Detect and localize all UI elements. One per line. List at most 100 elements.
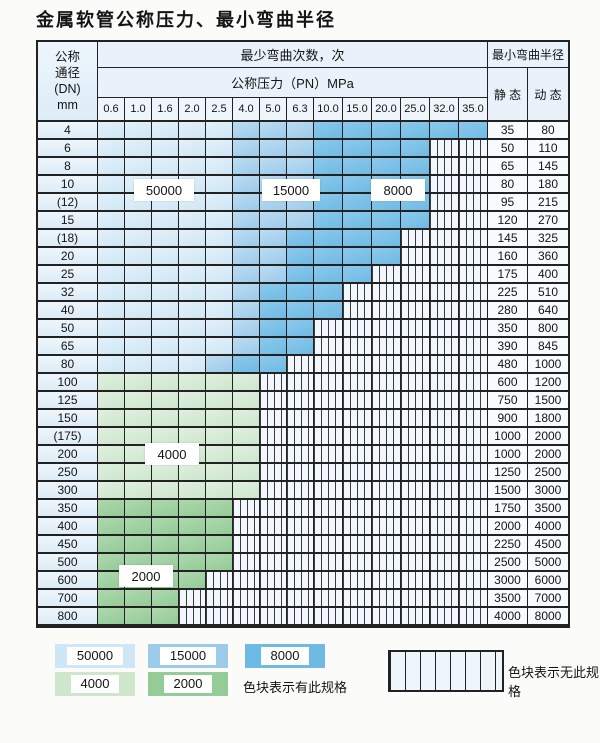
table-row: 15 120 270 (38, 212, 568, 230)
no-spec-cell (372, 410, 401, 428)
dynamic-radius-cell: 6000 (528, 572, 568, 590)
no-spec-cell (401, 608, 430, 626)
no-spec-cell (401, 266, 430, 284)
no-spec-cell (260, 536, 287, 554)
pressure-numbers: 0.6 1.0 1.6 2.0 2.5 4.0 5.0 6.3 10.0 15.0 20.0 25.0… (98, 98, 488, 122)
legend-swatch-50000: 50000 (55, 644, 135, 668)
no-spec-cell (314, 608, 343, 626)
no-spec-cell (343, 590, 372, 608)
spec-cell (206, 536, 233, 554)
zone-label-50000: 50000 (134, 179, 194, 201)
spec-cell (206, 428, 233, 446)
zone-label-2000: 2000 (119, 565, 173, 587)
dynamic-radius-cell: 400 (528, 266, 568, 284)
spec-cell (206, 482, 233, 500)
spec-cell (98, 590, 125, 608)
spec-cell (152, 284, 179, 302)
spec-cell (98, 482, 125, 500)
spec-cell (179, 284, 206, 302)
dynamic-radius-cell: 1000 (528, 356, 568, 374)
no-spec-cell (372, 302, 401, 320)
dynamic-radius-cell: 8000 (528, 608, 568, 626)
no-spec-cell (459, 590, 488, 608)
static-radius-cell: 2250 (488, 536, 528, 554)
spec-cell (260, 158, 287, 176)
spec-cell (152, 608, 179, 626)
spec-cell (343, 194, 372, 212)
dynamic-radius-cell: 215 (528, 194, 568, 212)
spec-cell (152, 122, 179, 140)
spec-cell (287, 302, 314, 320)
spec-cell (401, 212, 430, 230)
spec-cell (179, 320, 206, 338)
dn-cell: 300 (38, 482, 98, 500)
no-spec-cell (260, 446, 287, 464)
spec-cell (287, 230, 314, 248)
dn-cell: 600 (38, 572, 98, 590)
no-spec-cell (287, 500, 314, 518)
pressure-header: 公称压力（PN）MPa (98, 68, 488, 98)
spec-cell (98, 464, 125, 482)
dn-cell: 250 (38, 464, 98, 482)
spec-cell (98, 338, 125, 356)
spec-cell (260, 302, 287, 320)
no-spec-cell (430, 320, 459, 338)
dn-cell: 200 (38, 446, 98, 464)
dn-cell: (18) (38, 230, 98, 248)
dn-cell: 15 (38, 212, 98, 230)
pressure-value-header: 25.0 (401, 98, 430, 122)
spec-cell (233, 194, 260, 212)
table-row: 400 2000 4000 (38, 518, 568, 536)
no-spec-cell (459, 140, 488, 158)
spec-cell (206, 410, 233, 428)
spec-cell (125, 428, 152, 446)
no-spec-cell (430, 608, 459, 626)
no-spec-cell (430, 356, 459, 374)
spec-cell (179, 536, 206, 554)
no-spec-cell (287, 392, 314, 410)
spec-cell (125, 266, 152, 284)
no-spec-cell (343, 518, 372, 536)
spec-cell (314, 194, 343, 212)
spec-cell (372, 158, 401, 176)
spec-cell (98, 212, 125, 230)
spec-cell (287, 266, 314, 284)
no-spec-cell (430, 158, 459, 176)
spec-cell (314, 212, 343, 230)
spec-cell (206, 266, 233, 284)
dynamic-radius-cell: 180 (528, 176, 568, 194)
spec-cell (125, 158, 152, 176)
spec-cell (287, 248, 314, 266)
static-radius-cell: 4000 (488, 608, 528, 626)
spec-cell (343, 230, 372, 248)
no-spec-cell (459, 194, 488, 212)
no-spec-cell (401, 536, 430, 554)
no-spec-cell (343, 356, 372, 374)
spec-cell (125, 590, 152, 608)
spec-cell (206, 230, 233, 248)
spec-cell (125, 410, 152, 428)
spec-cell (98, 158, 125, 176)
spec-cell (287, 212, 314, 230)
pressure-value-header: 20.0 (372, 98, 401, 122)
no-spec-cell (314, 572, 343, 590)
spec-cell (179, 302, 206, 320)
spec-cell (314, 122, 343, 140)
no-spec-cell (206, 590, 233, 608)
table-row: 100 600 1200 (38, 374, 568, 392)
no-spec-cell (343, 428, 372, 446)
spec-cell (206, 284, 233, 302)
spec-cell (98, 266, 125, 284)
no-spec-cell (372, 266, 401, 284)
dn-cell: 700 (38, 590, 98, 608)
static-radius-cell: 1250 (488, 464, 528, 482)
dn-cell: 800 (38, 608, 98, 626)
no-spec-cell (314, 374, 343, 392)
no-spec-cell (314, 338, 343, 356)
no-spec-cell (260, 590, 287, 608)
table-row: 800 4000 8000 (38, 608, 568, 626)
no-spec-cell (401, 446, 430, 464)
no-spec-cell (287, 356, 314, 374)
spec-cell (179, 518, 206, 536)
legend-swatch-label: 50000 (66, 647, 124, 665)
